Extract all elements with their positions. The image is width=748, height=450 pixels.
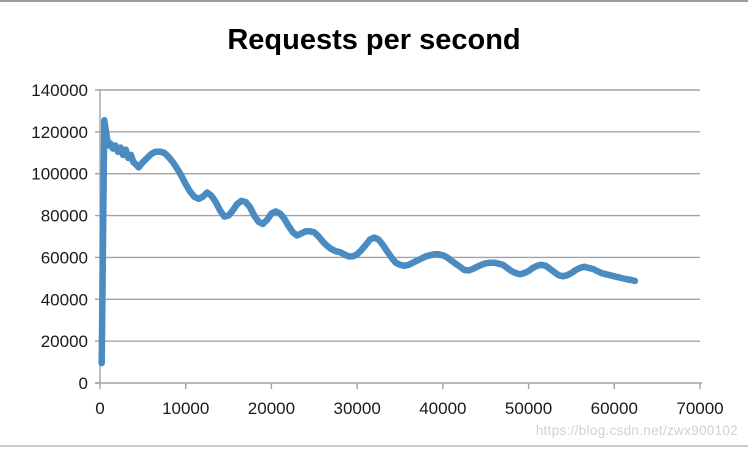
x-tick-label: 10000 <box>162 399 209 418</box>
y-tick-label: 140000 <box>31 81 88 100</box>
y-tick-label: 60000 <box>41 248 88 267</box>
x-tick-label: 60000 <box>591 399 638 418</box>
x-tick-label: 20000 <box>248 399 295 418</box>
x-tick-label: 0 <box>95 399 104 418</box>
y-tick-label: 120000 <box>31 123 88 142</box>
y-tick-label: 0 <box>79 374 88 393</box>
x-tick-label: 30000 <box>334 399 381 418</box>
y-tick-label: 100000 <box>31 165 88 184</box>
watermark: https://blog.csdn.net/zwx900102 <box>535 423 738 438</box>
series-line <box>98 117 639 367</box>
y-tick-label: 20000 <box>41 332 88 351</box>
y-tick-label: 40000 <box>41 290 88 309</box>
x-tick-label: 50000 <box>505 399 552 418</box>
x-tick-label: 40000 <box>419 399 466 418</box>
x-tick-label: 70000 <box>676 399 723 418</box>
chart-title: Requests per second <box>227 24 521 56</box>
window-bottom-border <box>0 445 748 447</box>
y-tick-label: 80000 <box>41 207 88 226</box>
window-top-border <box>0 0 748 2</box>
